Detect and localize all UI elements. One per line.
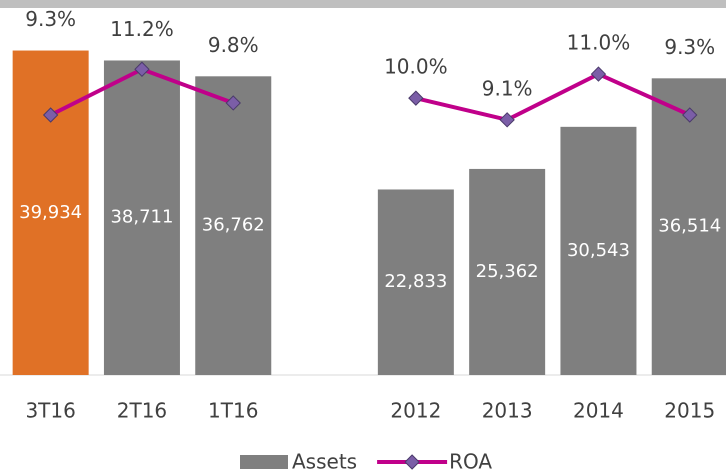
line-value-label: 10.0% (384, 55, 448, 79)
bar-value-label: 38,711 (110, 207, 173, 228)
line-value-label: 9.8% (208, 33, 259, 57)
bar-value-label: 39,934 (19, 202, 82, 223)
bar (469, 168, 546, 375)
bar (195, 76, 272, 375)
bar (560, 126, 637, 375)
x-tick-label: 1T16 (208, 399, 258, 423)
marker (42, 107, 59, 123)
line-value-label: 9.1% (482, 76, 533, 100)
bar-value-label: 36,514 (658, 216, 721, 237)
bar-value-label: 22,833 (384, 271, 447, 292)
marker (590, 66, 607, 82)
x-tick-label: 3T16 (25, 399, 75, 423)
bar (12, 50, 89, 375)
line-value-label: 11.0% (567, 31, 631, 55)
bar (377, 189, 454, 375)
x-tick-label: 2014 (573, 399, 624, 423)
x-tick-label: 2012 (390, 399, 441, 423)
line-value-label: 11.2% (110, 17, 174, 41)
line-value-label: 9.3% (664, 35, 715, 59)
legend-label: Assets (292, 450, 357, 474)
marker (499, 112, 515, 128)
marker (408, 90, 424, 106)
legend-swatch (240, 455, 288, 469)
bar-value-label: 30,543 (567, 240, 630, 261)
x-tick-label: 2T16 (117, 399, 167, 423)
legend-marker (404, 454, 420, 470)
top-strip (0, 0, 726, 8)
bar-value-label: 25,362 (476, 261, 539, 282)
line-value-label: 9.3% (25, 7, 76, 31)
marker (225, 95, 241, 111)
bar-value-label: 36,762 (202, 215, 265, 236)
x-tick-label: 2015 (664, 399, 715, 423)
x-tick-label: 2013 (482, 399, 533, 423)
bar (103, 60, 180, 376)
bar (651, 78, 726, 375)
marker (682, 107, 698, 123)
legend-label: ROA (449, 450, 492, 474)
marker (134, 61, 150, 77)
